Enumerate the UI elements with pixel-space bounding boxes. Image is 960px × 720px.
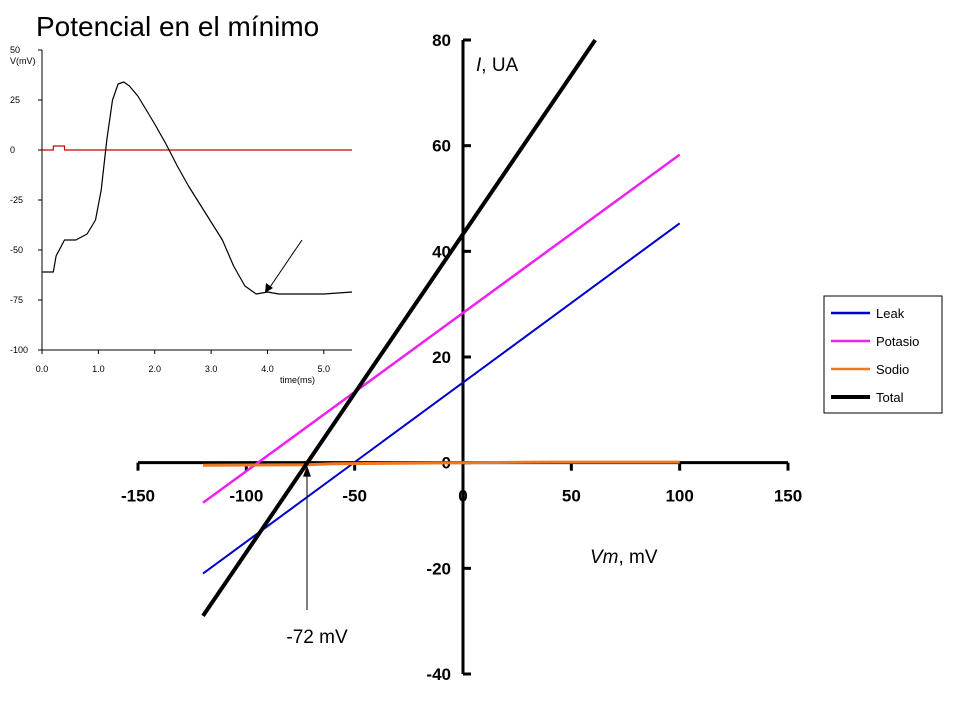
- inset-y-tick-label: -75: [10, 295, 23, 305]
- main-x-tick-label: -150: [121, 487, 155, 506]
- main-y-tick-label: -40: [426, 665, 451, 684]
- inset-minimum-arrow-head: [265, 283, 273, 293]
- legend-label-total: Total: [876, 390, 904, 405]
- main-x-tick-label: 150: [774, 487, 802, 506]
- series-total-line: [201, 38, 597, 618]
- legend-items: Leak Potasio Sodio Total: [831, 306, 919, 405]
- main-x-tick-label: 100: [665, 487, 693, 506]
- main-x-axis-label-rest: , mV: [619, 547, 658, 568]
- inset-x-tick-label: 4.0: [261, 364, 274, 374]
- legend-label-leak: Leak: [876, 306, 905, 321]
- inset-x-tick-label: 0.0: [36, 364, 49, 374]
- legend-box: [823, 295, 943, 414]
- main-y-axis-label-italic: I: [476, 55, 482, 76]
- main-y-tick-label: 80: [432, 31, 451, 50]
- inset-x-tick-label: 2.0: [148, 364, 161, 374]
- main-y-tick-label: 60: [432, 137, 451, 156]
- inset-x-tick-label: 1.0: [92, 364, 105, 374]
- inset-action-potential-chart: 50 25 0 -25 -50 -75 -100 0.0 1.0 2.0 3.0 4.0 5.0 V(m…: [10, 45, 353, 385]
- main-x-tick-label: 0: [458, 487, 467, 506]
- reversal-potential-annotation: -72 mV: [286, 465, 348, 648]
- series-potasio-line: [202, 153, 681, 504]
- main-y-tick-label: 20: [432, 348, 451, 367]
- annotation-label: -72 mV: [286, 627, 348, 648]
- main-x-axis-label: Vm, mV: [590, 547, 658, 568]
- main-y-tick-label: -20: [426, 559, 451, 578]
- inset-minimum-arrow-line: [267, 239, 303, 291]
- inset-y-tick-label: 0: [10, 145, 15, 155]
- series-leak-line: [202, 222, 681, 575]
- inset-y-tick-label: 25: [10, 95, 20, 105]
- series-sodio-line: [202, 460, 680, 467]
- inset-series-voltage-line: [42, 81, 353, 295]
- main-x-tick-label: 50: [562, 487, 581, 506]
- legend: Leak Potasio Sodio Total: [823, 295, 943, 414]
- inset-x-tick-label: 3.0: [205, 364, 218, 374]
- figure-title: Potencial en el mínimo: [36, 11, 319, 42]
- main-x-tick-label: -50: [342, 487, 367, 506]
- inset-series-stimulus-line: [42, 145, 352, 151]
- main-series-group: [201, 38, 681, 618]
- inset-series-group: [42, 81, 353, 295]
- inset-y-tick-label: -100: [10, 345, 28, 355]
- inset-y-tick-label: 50: [10, 45, 20, 55]
- legend-label-potasio: Potasio: [876, 334, 919, 349]
- inset-axes: 50 25 0 -25 -50 -75 -100 0.0 1.0 2.0 3.0 4.0 5.0: [10, 45, 352, 374]
- main-x-axis-label-italic: Vm: [590, 547, 619, 568]
- legend-label-sodio: Sodio: [876, 362, 909, 377]
- annotation-arrow-head: [303, 465, 311, 477]
- main-y-axis-label: I, UA: [476, 55, 519, 76]
- inset-x-tick-label: 5.0: [318, 364, 331, 374]
- main-x-tick-label: -100: [229, 487, 263, 506]
- inset-y-axis-label: V(mV): [10, 56, 36, 66]
- inset-y-tick-label: -25: [10, 195, 23, 205]
- inset-y-tick-label: -50: [10, 245, 23, 255]
- main-y-axis-label-rest: , UA: [481, 55, 518, 76]
- inset-x-axis-label: time(ms): [280, 375, 315, 385]
